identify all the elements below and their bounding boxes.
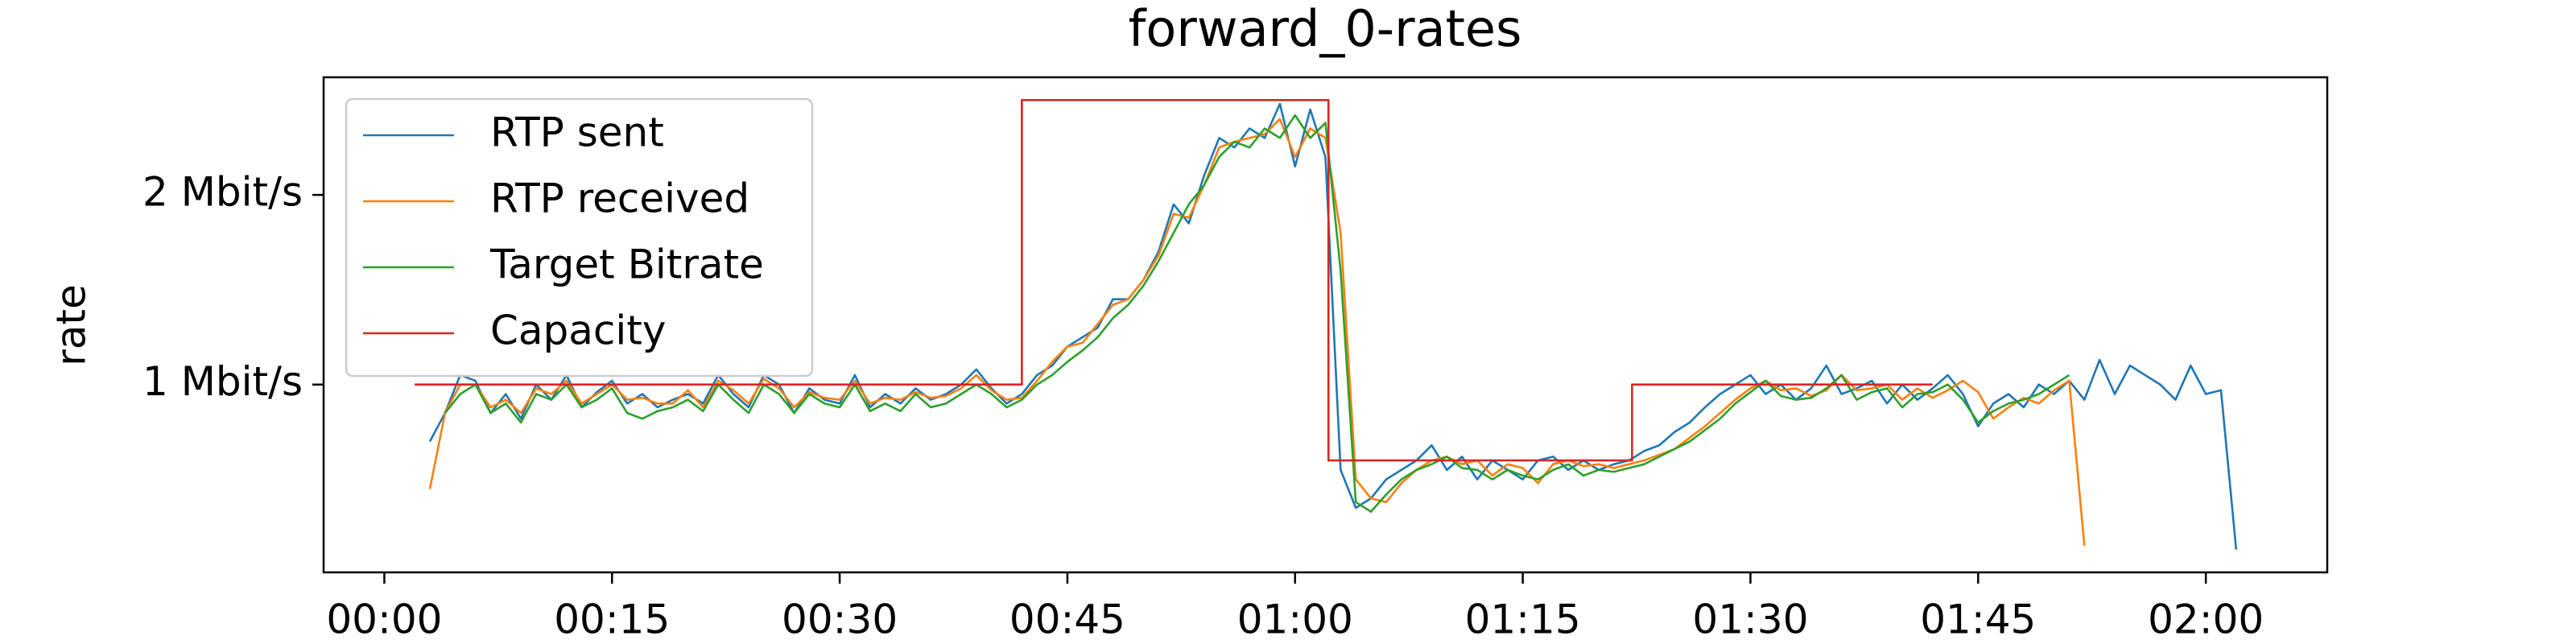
legend-label: RTP received bbox=[490, 175, 749, 222]
legend: RTP sent RTP received Target Bitrate Capaci… bbox=[345, 97, 814, 378]
series-line bbox=[444, 114, 2070, 513]
series-line bbox=[428, 102, 2238, 550]
legend-label: Target Bitrate bbox=[489, 242, 764, 288]
x-tick-label: 00:45 bbox=[1009, 597, 1125, 643]
legend-label: RTP sent bbox=[490, 109, 664, 156]
x-tick-label: 00:30 bbox=[782, 597, 898, 643]
x-tick-label: 00:15 bbox=[554, 597, 670, 643]
x-tick-label: 01:45 bbox=[1920, 597, 2036, 643]
y-tick-label: 1 Mbit/s bbox=[142, 358, 303, 405]
y-tick-label: 2 Mbit/s bbox=[142, 169, 303, 216]
x-tick-label: 01:30 bbox=[1692, 597, 1808, 643]
series-line bbox=[415, 98, 1933, 462]
legend-box bbox=[345, 97, 814, 378]
y-axis-label: rate bbox=[48, 284, 95, 366]
x-tick-label: 01:00 bbox=[1237, 597, 1353, 643]
x-tick-label: 02:00 bbox=[2148, 597, 2264, 643]
plot-frame bbox=[322, 76, 2329, 574]
legend-label: Capacity bbox=[490, 308, 667, 354]
series-line bbox=[428, 118, 2086, 547]
x-tick-label: 00:00 bbox=[326, 597, 442, 643]
x-tick-label: 01:15 bbox=[1465, 597, 1581, 643]
chart-title: forward_0-rates bbox=[1129, 0, 1522, 58]
